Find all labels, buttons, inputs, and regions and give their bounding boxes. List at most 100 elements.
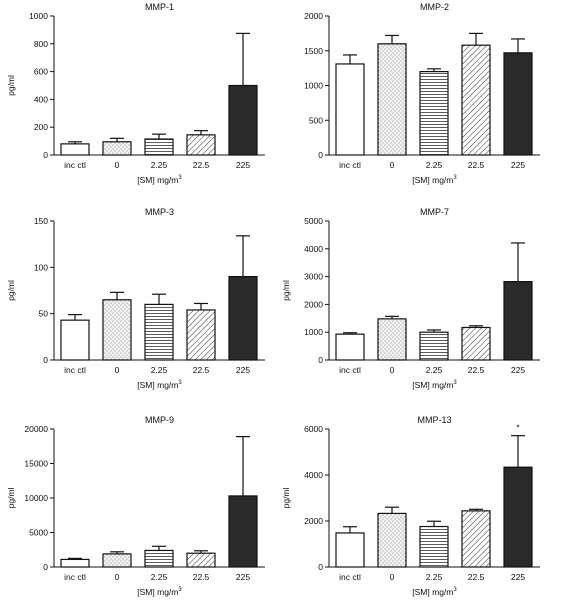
chart-title: MMP-7 xyxy=(420,207,449,217)
x-tick-label: 0 xyxy=(390,365,395,375)
y-tick-label: 1500 xyxy=(304,46,323,56)
bar-225 xyxy=(503,52,533,156)
y-tick-label: 15000 xyxy=(24,459,48,469)
y-tick-label: 1000 xyxy=(29,11,48,21)
significance-marker: * xyxy=(516,423,520,433)
bar-inc-ctl xyxy=(335,532,365,568)
x-tick-label: 22.5 xyxy=(468,572,485,582)
x-tick-label: inc ctl xyxy=(64,160,86,170)
bar-inc-ctl xyxy=(335,63,365,156)
bar-inc-ctl xyxy=(60,558,90,568)
chart-panel-5: MMP-9 inc ctl 0 2.25 22.5 225 0 5000 10000 15000 2… xyxy=(6,415,265,597)
x-tick-label: 2.25 xyxy=(426,572,443,582)
bar-inc-ctl xyxy=(335,333,365,361)
bar-0 xyxy=(377,512,407,568)
bar-2.25 xyxy=(419,525,449,568)
bar-225 xyxy=(228,84,258,156)
x-axis-label: [SM] mg/m3 xyxy=(412,380,457,390)
y-tick-label: 4000 xyxy=(304,244,323,254)
y-tick-label: 600 xyxy=(34,67,48,77)
bar-2.25 xyxy=(419,331,449,361)
y-tick-label: 0 xyxy=(318,562,323,572)
y-axis-label: pg/ml xyxy=(281,488,291,509)
y-tick-label: 3000 xyxy=(304,272,323,282)
y-tick-label: 100 xyxy=(34,262,48,272)
x-axis-label: [SM] mg/m3 xyxy=(137,587,182,597)
bar-225 xyxy=(503,281,533,361)
bar-0 xyxy=(102,299,132,361)
x-tick-label: 225 xyxy=(511,160,525,170)
chart-panel-2: MMP-2 inc ctl 0 2.25 22.5 225 0 500 1000 1500 2000… xyxy=(304,2,540,185)
x-tick-label: 22.5 xyxy=(193,572,210,582)
x-tick-label: 2.25 xyxy=(426,160,443,170)
x-tick-label: inc ctl xyxy=(339,572,361,582)
y-tick-label: 2000 xyxy=(304,11,323,21)
bar-2.25 xyxy=(144,303,174,361)
x-tick-label: inc ctl xyxy=(64,365,86,375)
bar-22.5 xyxy=(461,326,491,361)
x-tick-label: 0 xyxy=(115,160,120,170)
bar-0 xyxy=(102,553,132,568)
bar-22.5 xyxy=(186,552,216,568)
x-tick-label: 0 xyxy=(115,365,120,375)
bar-inc-ctl xyxy=(60,319,90,361)
x-tick-label: 22.5 xyxy=(193,365,210,375)
bar-0 xyxy=(377,318,407,361)
x-axis-label: [SM] mg/m3 xyxy=(412,587,457,597)
y-tick-label: 1000 xyxy=(304,81,323,91)
chart-title: MMP-9 xyxy=(145,415,174,425)
y-tick-label: 6000 xyxy=(304,424,323,434)
bar-225 xyxy=(228,495,258,568)
y-tick-label: 200 xyxy=(34,122,48,132)
x-tick-label: 22.5 xyxy=(468,160,485,170)
bar-0 xyxy=(377,43,407,156)
bar-2.25 xyxy=(144,138,174,156)
bar-22.5 xyxy=(186,309,216,361)
y-tick-label: 0 xyxy=(43,562,48,572)
x-tick-label: 225 xyxy=(236,572,250,582)
x-tick-label: 225 xyxy=(511,365,525,375)
bar-2.25 xyxy=(419,70,449,156)
bar-0 xyxy=(102,141,132,156)
bar-2.25 xyxy=(144,549,174,568)
y-tick-label: 5000 xyxy=(304,216,323,226)
chart-title: MMP-2 xyxy=(420,2,449,12)
bar-22.5 xyxy=(186,134,216,156)
x-tick-label: 225 xyxy=(511,572,525,582)
x-tick-label: 22.5 xyxy=(468,365,485,375)
x-tick-label: 2.25 xyxy=(151,365,168,375)
x-axis-label: [SM] mg/m3 xyxy=(137,175,182,185)
x-tick-label: 0 xyxy=(390,160,395,170)
x-tick-label: 2.25 xyxy=(151,572,168,582)
y-tick-label: 0 xyxy=(43,355,48,365)
x-tick-label: 225 xyxy=(236,365,250,375)
x-axis-label: [SM] mg/m3 xyxy=(412,175,457,185)
bar-225 xyxy=(228,276,258,361)
y-tick-label: 0 xyxy=(318,355,323,365)
chart-panel-4: MMP-7 inc ctl 0 2.25 22.5 225 0 1000 2000 3000 400… xyxy=(281,207,540,390)
chart-title: MMP-3 xyxy=(145,207,174,217)
y-tick-label: 4000 xyxy=(304,470,323,480)
y-axis-label: pg/ml xyxy=(6,488,16,509)
bar-22.5 xyxy=(461,510,491,568)
y-tick-label: 150 xyxy=(34,216,48,226)
y-tick-label: 20000 xyxy=(24,424,48,434)
y-tick-label: 500 xyxy=(309,115,323,125)
y-tick-label: 0 xyxy=(318,150,323,160)
bar-225 xyxy=(503,466,533,568)
x-tick-label: 225 xyxy=(236,160,250,170)
y-tick-label: 2000 xyxy=(304,299,323,309)
x-tick-label: 0 xyxy=(390,572,395,582)
y-axis-label: pg/ml xyxy=(6,75,16,96)
x-tick-label: inc ctl xyxy=(339,365,361,375)
y-tick-label: 50 xyxy=(39,309,49,319)
x-tick-label: 22.5 xyxy=(193,160,210,170)
x-tick-label: 2.25 xyxy=(151,160,168,170)
y-tick-label: 2000 xyxy=(304,516,323,526)
y-tick-label: 0 xyxy=(43,150,48,160)
x-tick-label: inc ctl xyxy=(64,572,86,582)
y-tick-label: 800 xyxy=(34,39,48,49)
y-axis-label: pg/ml xyxy=(281,280,291,301)
y-tick-label: 5000 xyxy=(29,528,48,538)
